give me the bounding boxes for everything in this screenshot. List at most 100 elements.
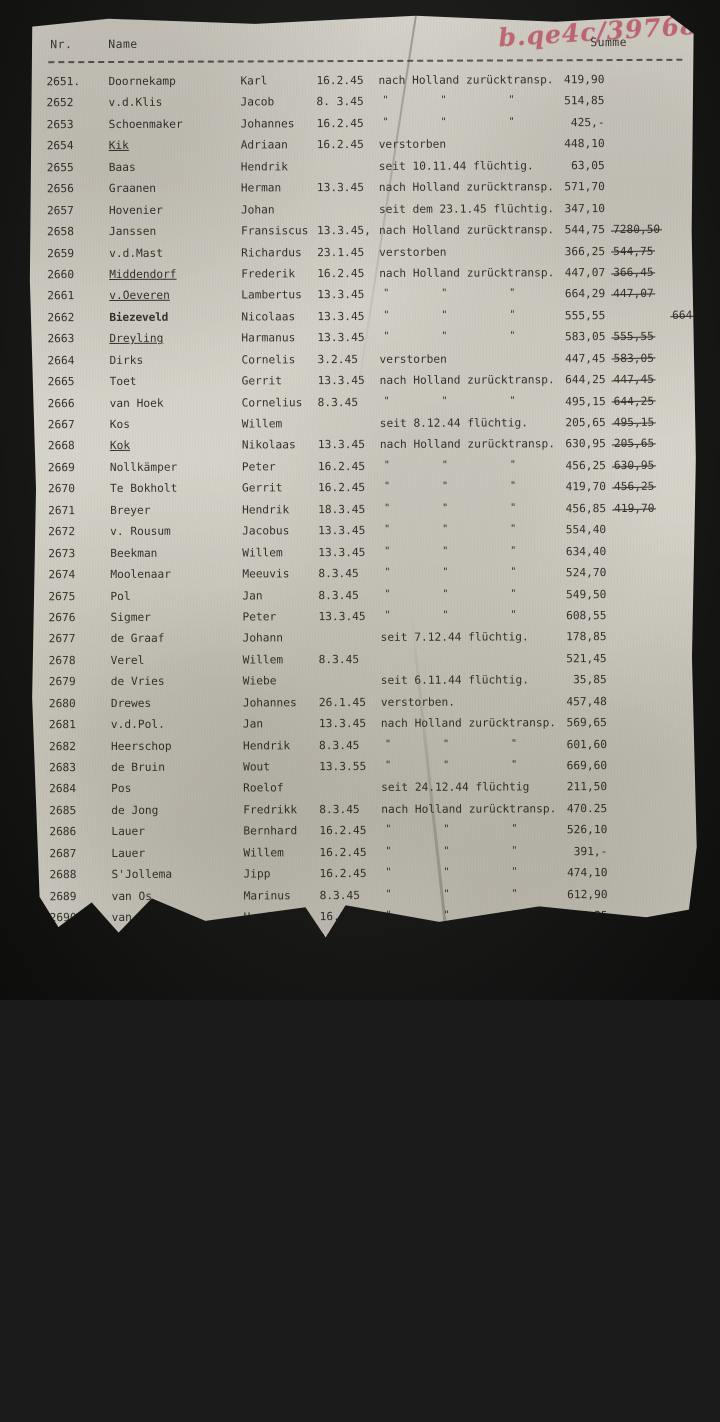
cell-surname: Voges (112, 1014, 240, 1036)
ditto-mark: " (442, 476, 448, 497)
cell-surname: Heerschop (111, 735, 239, 757)
cell-sum: 458,40 (533, 1141, 609, 1163)
cell-date: 16.2.45 (319, 842, 385, 864)
cell-note: seit 12.2.45 flüchtig. (382, 1013, 530, 1035)
cell-sum: 470.25 (531, 798, 607, 820)
cell-note: wahrscheinlich zurück Heimat (383, 1248, 572, 1270)
cell-date: 16.2.45 (317, 113, 383, 135)
ditto-mark: " (385, 755, 391, 776)
cell-nr: 2664 (47, 350, 103, 372)
cell-forename: Willem (243, 649, 325, 671)
ditto-mark: " (384, 562, 390, 583)
ditto-mark: " (441, 112, 447, 133)
cell-forename: Willem (244, 1013, 326, 1035)
cell-sum: 391,- (531, 841, 607, 863)
cell-nr: 2699 (50, 1100, 106, 1122)
cell-surname: Nederend (113, 1228, 241, 1250)
ditto-mark: " (442, 583, 448, 604)
ditto-mark: " (387, 1205, 393, 1226)
ditto-mark: " (513, 1140, 519, 1161)
cell-forename: Willem (242, 413, 324, 435)
cell-sum: 514,85 (528, 91, 604, 113)
cell-date: 8.3.45 (320, 1077, 386, 1099)
cell-nr: 2697 (50, 1057, 106, 1079)
ditto-mark: " (443, 755, 449, 776)
cell-forename: Wiebe (243, 670, 325, 692)
cell-date: 13.3.45 (317, 284, 383, 306)
cell-note: nach Holland zurücktransp. (379, 219, 554, 241)
cell-surname: Kok (110, 435, 238, 457)
cell-ditto-marks: """ (383, 1184, 583, 1185)
cell-forename: Marinus (244, 885, 326, 907)
cell-forename: Hendrik (245, 1228, 327, 1250)
cell-forename: Pieter (245, 1356, 327, 1378)
cell-nr: 2675 (48, 585, 104, 607)
cell-surname: Hoop (113, 1250, 241, 1272)
ditto-mark: " (385, 862, 391, 883)
cell-sum: 634,40 (530, 541, 606, 563)
cell-date: 16.2.45 (321, 1163, 387, 1185)
ditto-mark: " (510, 497, 516, 518)
cell-sum: 495,15 (530, 391, 606, 413)
ditto-mark: " (509, 111, 515, 132)
cell-sum: 425,- (529, 112, 605, 134)
cell-forename: Hendrik (241, 156, 323, 178)
cell-nr: 2689 (50, 886, 106, 908)
cell-forename: Jan (244, 1056, 326, 1078)
cell-surname: Westerbeek (113, 1292, 241, 1314)
cell-sum: 492,60 (533, 1162, 609, 1184)
cell-date: 3.2.45 (317, 349, 383, 371)
cell-nr: 2709 (51, 1314, 107, 1336)
cell-date: 16.2.45 (318, 477, 384, 499)
ditto-mark: " (510, 583, 516, 604)
ditto-mark: " (512, 883, 518, 904)
cell-forename: Aart (245, 1335, 327, 1357)
cell-nr: 2658 (47, 221, 103, 243)
cell-sum: 409,60 (533, 1355, 609, 1377)
ditto-mark: " (384, 498, 390, 519)
cell-nr: 2654 (47, 135, 103, 157)
cell-nr: 2673 (48, 543, 104, 565)
cell-surname: Breyer (110, 499, 238, 521)
ditto-mark: " (511, 819, 517, 840)
cell-sum: 601,60 (531, 734, 607, 756)
cell-note: verstorben (383, 1356, 450, 1378)
cell-surname: v.d.Mast (109, 242, 237, 264)
cell-surname: v.d.Pol. (111, 714, 239, 736)
cell-forename: Johann (243, 628, 325, 650)
cell-sum: 555,55 (529, 305, 605, 327)
cell-forename: Lambertus (241, 285, 323, 307)
cell-nr: 2674 (48, 564, 104, 586)
ditto-mark: " (387, 1291, 393, 1312)
cell-sum: 368,80 (533, 1312, 609, 1334)
cell-surname: v.Oeveren (109, 285, 237, 307)
cell-date: 8.3.45 (318, 563, 384, 585)
cell-surname: van Welie (112, 1099, 240, 1121)
cell-forename: Eilert (245, 1249, 327, 1271)
cell-surname: Beekman (110, 542, 238, 564)
cell-date: 13.3.55 (319, 756, 385, 778)
cell-date: 16.2.45 (316, 70, 382, 92)
ditto-mark: " (445, 1162, 451, 1183)
cell-date: 16.2.45 (317, 263, 383, 285)
ditto-mark: " (383, 112, 389, 133)
cell-sum: 426,05 (532, 1034, 608, 1056)
cell-sum: 366,25 (529, 241, 605, 263)
cell-surname: Dreyling (109, 328, 237, 350)
cell-sum: 456,25 (530, 455, 606, 477)
cell-surname: van Os (112, 885, 240, 907)
cell-forename: Hendrik (245, 1163, 327, 1185)
ditto-mark: " (445, 1141, 451, 1162)
cell-surname: Moolenaar (110, 564, 238, 586)
cell-surname: Hovenier (109, 199, 237, 221)
cell-date: 8.3.45 (318, 391, 384, 413)
cell-nr: 2671 (48, 500, 104, 522)
ditto-mark: " (513, 1290, 519, 1311)
